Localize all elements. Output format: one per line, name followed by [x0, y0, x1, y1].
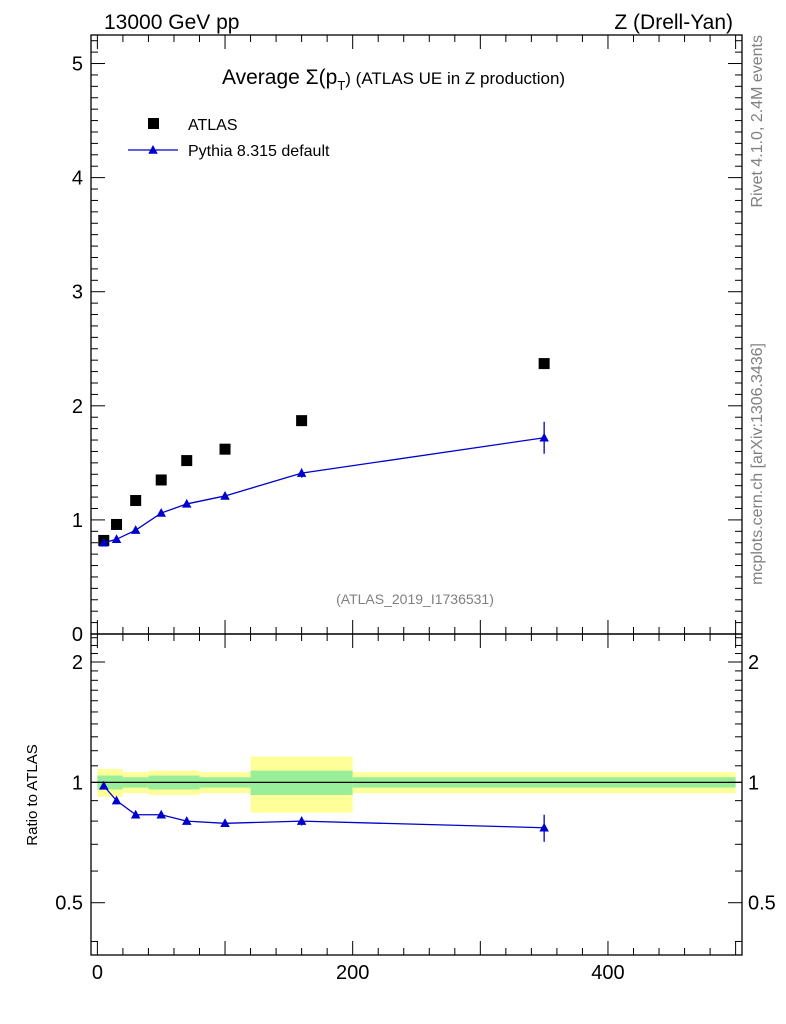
title-suffix: ) (ATLAS UE in Z production) — [345, 69, 565, 88]
ratio-point — [111, 795, 122, 805]
legend-atlas-marker — [148, 118, 159, 129]
ratio-panel: 0.5 0.5 1 1 2 2 0 200 400 Ratio to ATLAS — [24, 633, 776, 984]
pythia-point — [296, 468, 307, 477]
ratio-tick-label-right: 2 — [748, 652, 759, 674]
ratio-series — [99, 780, 549, 842]
atlas-point — [296, 415, 308, 427]
atlas-point — [181, 455, 193, 467]
ratio-y-axis: 0.5 0.5 1 1 2 2 — [55, 637, 776, 942]
ratio-frame — [90, 633, 743, 956]
mcplots-label: mcplots.cern.ch [arXiv:1306.3436] — [749, 343, 766, 585]
header-left: 13000 GeV pp — [104, 11, 239, 34]
ratio-point — [130, 809, 141, 819]
y-tick-label: 4 — [72, 168, 83, 190]
legend-atlas-label: ATLAS — [188, 117, 238, 134]
analysis-watermark: (ATLAS_2019_I1736531) — [336, 591, 494, 607]
atlas-point — [111, 518, 123, 530]
pythia-point — [156, 508, 166, 517]
title-subscript: T — [337, 78, 345, 93]
header-right: Z (Drell-Yan) — [614, 11, 733, 34]
legend: ATLAS Pythia 8.315 default — [128, 117, 330, 160]
legend-pythia-label: Pythia 8.315 default — [188, 143, 330, 160]
x-tick-label: 200 — [336, 962, 369, 984]
pythia-point — [539, 432, 549, 442]
main-y-axis: 0 1 2 3 4 5 — [72, 40, 742, 646]
ratio-ylabel: Ratio to ATLAS — [24, 744, 41, 845]
atlas-point — [538, 358, 550, 370]
ratio-point — [99, 780, 109, 790]
pythia-point — [111, 534, 122, 544]
pythia-point — [99, 537, 109, 547]
ratio-uncertainty-bands — [97, 756, 736, 813]
pythia-point — [181, 498, 192, 508]
y-tick-label: 1 — [72, 510, 83, 532]
ratio-point — [220, 818, 230, 828]
ratio-tick-label: 2 — [72, 652, 83, 674]
ratio-point — [296, 816, 307, 825]
main-x-axis — [96, 35, 737, 634]
chart-title: Average Σ(pT) (ATLAS UE in Z production) — [222, 66, 565, 93]
rivet-label: Rivet 4.1.0, 2.4M events — [749, 35, 766, 208]
ratio-point — [539, 822, 549, 832]
legend-pythia-marker — [148, 145, 158, 154]
x-tick-label: 400 — [591, 962, 624, 984]
atlas-point — [219, 443, 231, 455]
ratio-tick-label-right: 1 — [748, 772, 759, 794]
ratio-tick-label: 0.5 — [55, 893, 83, 915]
atlas-point — [155, 474, 167, 486]
pythia-point — [130, 525, 141, 534]
y-tick-label: 3 — [72, 282, 83, 304]
y-tick-label: 5 — [72, 54, 83, 76]
ratio-tick-label-right: 0.5 — [748, 893, 776, 915]
pythia-point — [220, 490, 230, 500]
ratio-x-axis: 0 200 400 — [92, 634, 737, 984]
title-sigma: Σ(p — [306, 66, 338, 89]
ratio-point — [181, 816, 192, 825]
main-panel: 0 1 2 3 4 5 Average Σ(pT) (ATLAS UE in Z prod… — [72, 34, 743, 646]
ratio-point — [156, 809, 166, 819]
y-tick-label: 2 — [72, 396, 83, 418]
pythia-line — [103, 437, 545, 544]
x-tick-label: 0 — [92, 962, 103, 984]
y-tick-label: 0 — [72, 624, 83, 646]
ratio-tick-label: 1 — [72, 772, 83, 794]
atlas-point — [130, 495, 142, 507]
main-series — [98, 358, 550, 547]
title-prefix: Average — [222, 66, 306, 89]
